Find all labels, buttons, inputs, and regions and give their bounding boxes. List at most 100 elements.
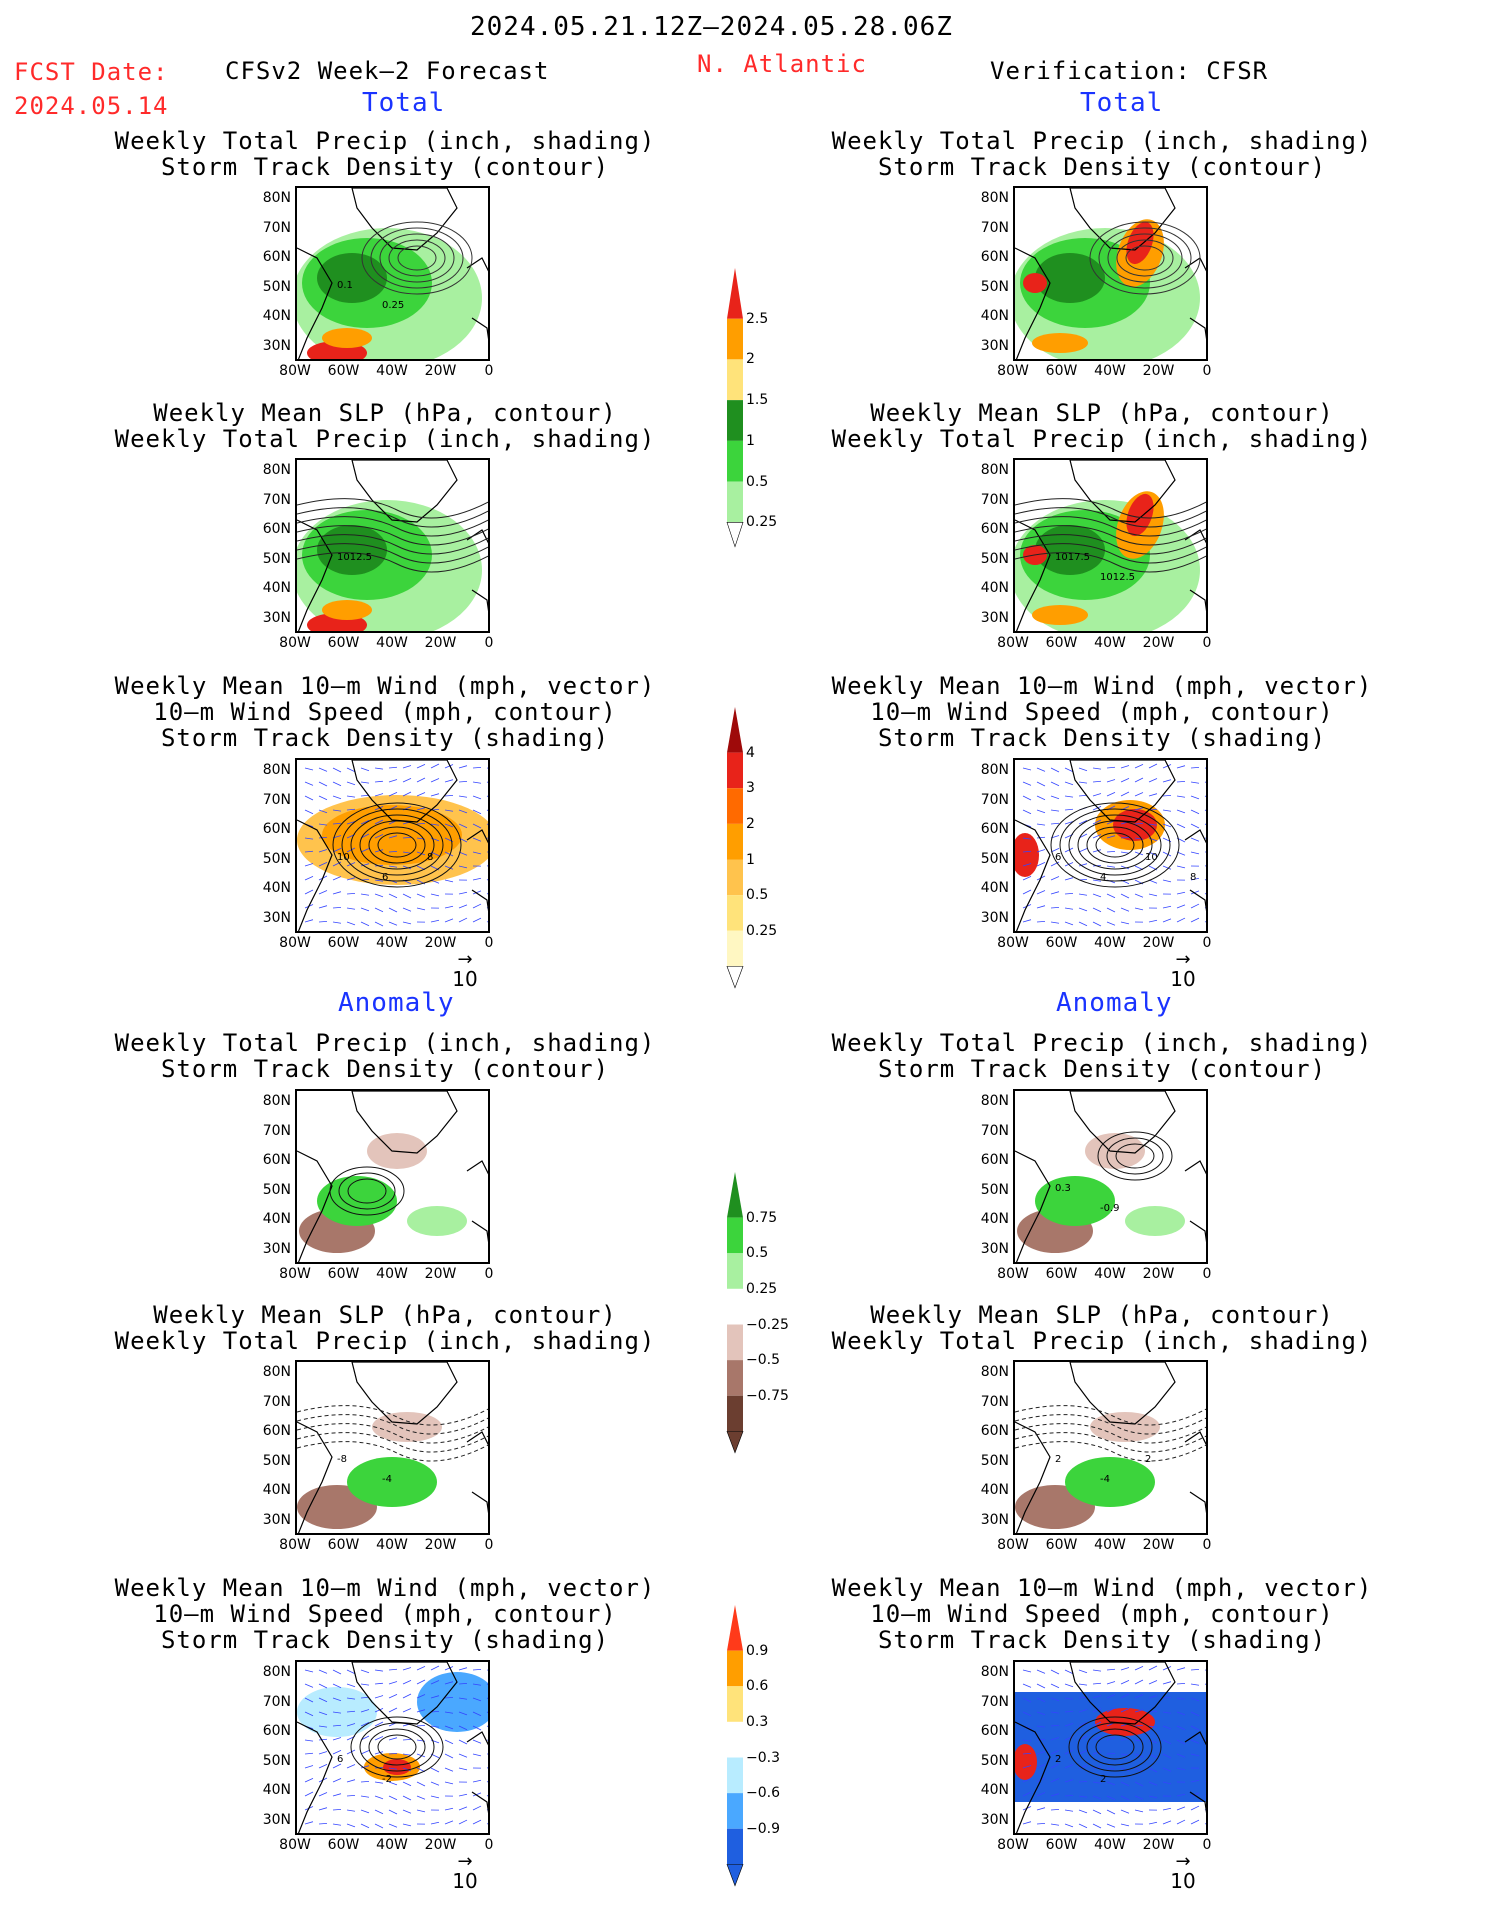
fcst-date-value: 2024.05.14 xyxy=(14,92,169,120)
longitude-label: 0 xyxy=(484,935,494,951)
longitude-label: 60W xyxy=(327,1266,360,1282)
slp-isobar xyxy=(1015,552,1206,573)
wind-vector xyxy=(472,1711,482,1717)
wind-vector xyxy=(304,767,314,771)
wind-vector xyxy=(1064,808,1074,811)
wind-vector xyxy=(472,1669,482,1671)
longitude-label: 60W xyxy=(327,635,360,651)
wind-vector xyxy=(1134,1795,1144,1800)
reference-vector: → 10 xyxy=(1163,1853,1203,1894)
europe-coastline xyxy=(466,257,488,340)
wind-vector xyxy=(346,1764,356,1769)
title-line: 10–m Wind Speed (mph, contour) xyxy=(870,698,1334,726)
latitude-label: 30N xyxy=(262,909,291,926)
wind-vector xyxy=(458,765,468,769)
precip-heavy-shading xyxy=(317,525,387,575)
colorbar-label: 3 xyxy=(746,780,755,797)
contour-label: 0.1 xyxy=(337,280,353,291)
colorbar-segment xyxy=(727,1721,743,1758)
wind-vector xyxy=(444,1681,454,1685)
wind-vector xyxy=(472,1779,482,1783)
wind-vector xyxy=(1064,877,1074,881)
wind-speed-anomaly-contour xyxy=(1086,1728,1144,1766)
colorbar-segment xyxy=(727,318,743,360)
title-line: Weekly Mean SLP (hPa, contour) xyxy=(870,1301,1334,1329)
wind-vector xyxy=(1078,1709,1088,1713)
longitude-label: 0 xyxy=(484,1266,494,1282)
colorbar-precip_anom xyxy=(726,1172,744,1454)
wind-vector xyxy=(430,1695,440,1699)
wind-vector xyxy=(374,1721,384,1727)
wind-vector xyxy=(416,1809,426,1813)
latitude-label: 60N xyxy=(980,521,1009,537)
wind-vector xyxy=(1190,903,1200,909)
wind-vector xyxy=(472,1683,482,1686)
wind-vector xyxy=(304,1752,314,1755)
longitude-label: 60W xyxy=(327,935,360,951)
slp-isobar xyxy=(1015,498,1206,519)
map-canvas: 1012.5 xyxy=(297,460,488,631)
longitude-label: 80W xyxy=(997,635,1029,651)
wind-vector xyxy=(1148,763,1158,769)
wind-vector xyxy=(1134,764,1144,769)
latitude-label: 30N xyxy=(262,337,291,354)
wind-vector xyxy=(388,921,398,926)
slp-isobar xyxy=(297,498,488,519)
wind-vector xyxy=(374,921,384,927)
wind-vector xyxy=(1134,823,1144,825)
slp-isobar xyxy=(297,525,488,546)
wind-vector xyxy=(374,1682,384,1685)
wind-vector xyxy=(1092,1695,1102,1699)
wind-vector xyxy=(1204,781,1206,783)
wind-vector xyxy=(1022,876,1032,881)
storm-track-contour xyxy=(1125,245,1165,271)
wind-vector xyxy=(388,1823,398,1828)
wind-vector xyxy=(1106,1781,1116,1786)
wind-vector xyxy=(1162,779,1172,783)
wind-speed-contour xyxy=(377,832,417,858)
wind-vector xyxy=(402,1708,412,1713)
latitude-label: 60N xyxy=(980,1723,1009,1739)
wind-vector xyxy=(1106,1737,1116,1741)
wind-vector xyxy=(1176,917,1186,923)
wind-vector xyxy=(402,851,412,854)
wind-vector xyxy=(1190,851,1200,855)
wind-vector xyxy=(1092,1708,1102,1713)
longitude-label: 0 xyxy=(1202,935,1212,951)
wind-vector xyxy=(1120,1680,1130,1685)
title-line: 10–m Wind Speed (mph, contour) xyxy=(153,698,617,726)
title-line: Weekly Mean 10–m Wind (mph, vector) xyxy=(114,672,656,700)
wind-vector xyxy=(402,837,412,839)
wind-vector xyxy=(360,781,370,784)
wind-vector xyxy=(1092,1823,1102,1829)
europe-coastline xyxy=(466,1731,488,1814)
wind-vector xyxy=(1134,792,1144,797)
wind-vector xyxy=(1190,1669,1200,1671)
wind-vector xyxy=(360,1709,370,1713)
wind-speed-contour xyxy=(1068,814,1162,876)
longitude-label: 60W xyxy=(327,1837,360,1853)
wind-vector xyxy=(1078,1750,1088,1755)
wind-vector xyxy=(1106,779,1116,783)
wind-vector xyxy=(318,809,328,814)
wind-vector xyxy=(374,1809,384,1815)
wind-vector xyxy=(388,1795,398,1801)
wind-vector xyxy=(444,879,454,883)
greenland-coastline xyxy=(351,760,458,823)
wind-vector xyxy=(318,1823,328,1825)
wind-vector xyxy=(1148,778,1158,783)
wind-vector xyxy=(1092,1682,1102,1685)
colorbar-segment xyxy=(727,440,743,482)
latitude-label: 50N xyxy=(262,1181,291,1198)
latitude-label: 60N xyxy=(980,821,1009,837)
wind-vector xyxy=(1064,893,1074,895)
wind-vector xyxy=(1064,1795,1074,1797)
longitude-label: 80W xyxy=(997,1537,1029,1553)
title-line: Storm Track Density (contour) xyxy=(877,153,1327,181)
latitude-label: 30N xyxy=(980,909,1009,926)
latitude-label: 50N xyxy=(980,1452,1009,1469)
forecast-model-title: CFSv2 Week–2 Forecast xyxy=(225,57,550,85)
wind-vector xyxy=(1134,807,1144,811)
wind-vector xyxy=(346,847,356,853)
storm-track-contour xyxy=(1097,1131,1173,1181)
